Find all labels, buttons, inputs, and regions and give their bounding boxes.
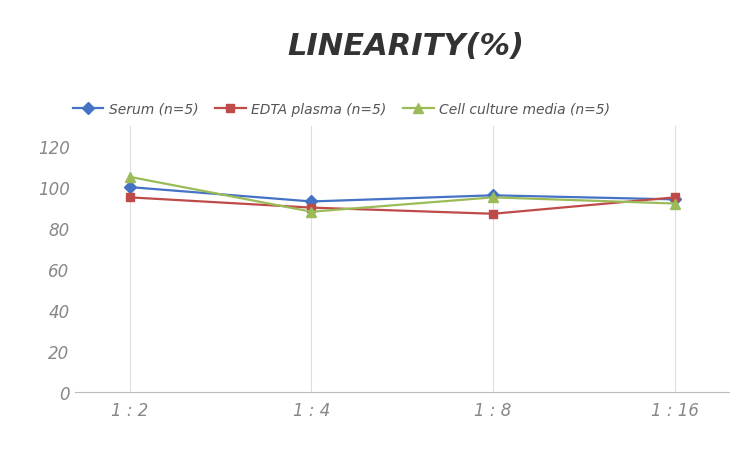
Cell culture media (n=5) (489, 195, 498, 201)
Cell culture media (n=5) (307, 210, 316, 215)
EDTA plasma (n=5) (671, 195, 680, 201)
Text: LINEARITY(%): LINEARITY(%) (287, 32, 525, 60)
Line: EDTA plasma (n=5): EDTA plasma (n=5) (126, 194, 679, 218)
Serum (n=5) (307, 199, 316, 205)
Cell culture media (n=5) (671, 201, 680, 207)
Line: Cell culture media (n=5): Cell culture media (n=5) (125, 173, 680, 217)
EDTA plasma (n=5) (125, 195, 134, 201)
EDTA plasma (n=5) (489, 212, 498, 217)
Legend: Serum (n=5), EDTA plasma (n=5), Cell culture media (n=5): Serum (n=5), EDTA plasma (n=5), Cell cul… (67, 97, 616, 122)
Serum (n=5) (489, 193, 498, 198)
Serum (n=5) (671, 197, 680, 202)
Line: Serum (n=5): Serum (n=5) (126, 184, 679, 206)
EDTA plasma (n=5) (307, 206, 316, 211)
Serum (n=5) (125, 185, 134, 190)
Cell culture media (n=5) (125, 175, 134, 180)
